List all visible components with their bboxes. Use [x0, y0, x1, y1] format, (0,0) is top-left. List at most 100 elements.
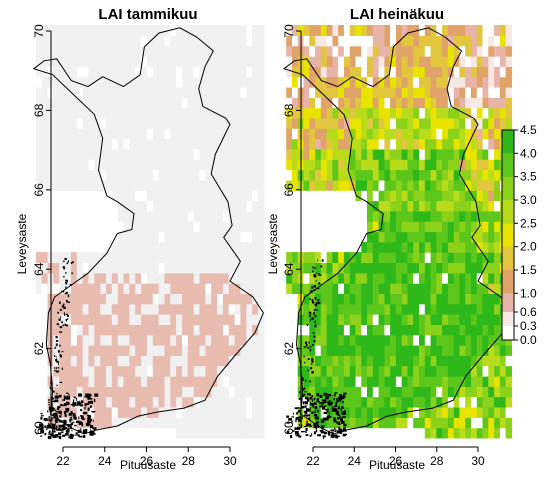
raster-cell [499, 417, 507, 429]
raster-cell [349, 45, 357, 57]
raster-cell [94, 87, 101, 98]
raster-cell [53, 376, 60, 387]
raster-cell [193, 76, 201, 88]
archipelago-island [60, 428, 62, 431]
raster-cell [320, 376, 328, 387]
raster-cell [100, 303, 107, 315]
raster-cell [123, 293, 130, 305]
raster-cell [384, 107, 391, 119]
raster-cell [459, 35, 466, 47]
raster-cell [471, 169, 478, 181]
raster-cell [106, 35, 113, 47]
raster-cell [94, 376, 101, 387]
raster-cell [158, 117, 165, 129]
raster-cell [234, 45, 241, 57]
raster-cell [326, 334, 333, 346]
raster-cell [170, 324, 177, 336]
raster-cell [117, 417, 125, 429]
raster-cell [187, 376, 195, 387]
raster-cell [447, 221, 455, 233]
raster-cell [164, 169, 171, 181]
raster-cell [106, 56, 113, 67]
raster-cell [292, 283, 299, 294]
raster-cell [152, 200, 160, 212]
raster-cell [59, 107, 66, 119]
southwest-archipelago-july [286, 259, 348, 440]
archipelago-island [73, 415, 76, 417]
raster-cell [482, 417, 489, 429]
raster-cell [234, 231, 241, 243]
raster-cell [488, 221, 495, 233]
raster-cell [320, 179, 328, 191]
raster-cell [158, 355, 165, 367]
raster-cell [59, 25, 66, 36]
raster-cell [384, 117, 391, 129]
raster-cell [476, 148, 484, 160]
raster-cell [401, 241, 409, 253]
raster-cell [453, 210, 461, 222]
raster-cell [129, 117, 136, 129]
coast-island [310, 290, 313, 293]
raster-cell [94, 169, 101, 181]
raster-cell [135, 334, 142, 346]
raster-cell [494, 45, 501, 57]
archipelago-island [304, 426, 307, 428]
raster-cell [111, 159, 119, 171]
raster-cell [129, 386, 136, 398]
raster-cell [390, 407, 397, 418]
raster-cell [170, 417, 177, 429]
raster-cell [488, 56, 495, 67]
raster-cell [129, 138, 136, 150]
coast-island [59, 344, 61, 347]
raster-cell [361, 324, 368, 336]
coast-island [72, 261, 74, 264]
raster-cell [505, 396, 512, 408]
raster-cell [320, 386, 328, 398]
raster-cell [35, 66, 43, 78]
archipelago-island [315, 429, 318, 433]
archipelago-island [306, 420, 308, 423]
raster-cell [349, 128, 357, 140]
archipelago-island [315, 427, 318, 430]
raster-cell [211, 303, 218, 315]
archipelago-island [51, 429, 54, 432]
raster-cell [222, 97, 230, 109]
coast-island [56, 392, 58, 395]
raster-cell [164, 334, 171, 346]
raster-cell [106, 324, 113, 336]
raster-cell [217, 407, 224, 418]
raster-cell [88, 293, 95, 305]
raster-cell [211, 293, 218, 305]
raster-cell [471, 293, 478, 305]
raster-cell [355, 376, 362, 387]
raster-cell [505, 66, 512, 78]
raster-cell [436, 66, 443, 78]
raster-cell [164, 179, 171, 191]
raster-cell [407, 231, 414, 243]
raster-cell [407, 417, 414, 429]
raster-cell [442, 303, 449, 315]
raster-cell [407, 138, 414, 150]
raster-cell [82, 355, 89, 367]
raster-cell [146, 345, 154, 356]
raster-cell [465, 386, 472, 398]
raster-cell [320, 107, 328, 119]
raster-cell [476, 45, 484, 57]
raster-cell [222, 262, 230, 274]
raster-cell [234, 303, 241, 315]
raster-cell [315, 87, 322, 98]
raster-cell [222, 293, 230, 305]
raster-cell [117, 97, 125, 109]
raster-cell [395, 210, 403, 222]
raster-cell [129, 283, 136, 294]
raster-cell [320, 45, 328, 57]
raster-cell [152, 117, 160, 129]
raster-cell [258, 241, 265, 253]
raster-cell [309, 25, 316, 36]
raster-cell [170, 107, 177, 119]
raster-cell [390, 272, 397, 284]
raster-cell [447, 241, 455, 253]
archipelago-island [40, 413, 43, 415]
raster-cell [413, 396, 420, 408]
